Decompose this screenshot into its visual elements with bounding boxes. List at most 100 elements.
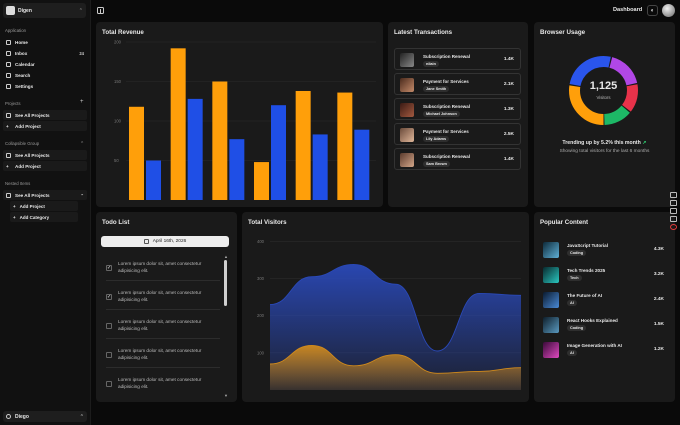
transaction-row[interactable]: Payment for Services Jane Smith 2.1K xyxy=(394,73,521,95)
add-project-item[interactable]: + Add Project xyxy=(3,121,87,131)
y-tick-label: 50 xyxy=(114,158,119,163)
avatar[interactable] xyxy=(662,4,675,17)
floating-toolbar xyxy=(670,192,678,232)
sidebar-item-home[interactable]: Home xyxy=(3,37,87,47)
tool-icon[interactable] xyxy=(670,216,677,222)
chevron-up-icon: ⌃ xyxy=(80,192,84,198)
popular-content-row[interactable]: Image Generation with AI AI 1.2K xyxy=(539,340,669,360)
transaction-row[interactable]: Subscription Renewal Michael Johnson 1.3… xyxy=(394,98,521,120)
todo-checkbox[interactable]: ✓ xyxy=(106,294,112,300)
todo-item[interactable]: Lorem ipsum dolor sit, amet consectetur … xyxy=(106,318,220,339)
transaction-row[interactable]: Payment for Services Lily Adams 2.5K xyxy=(394,123,521,145)
todo-item[interactable]: ✓ Lorem ipsum dolor sit, amet consectetu… xyxy=(106,260,220,281)
section-label-projects: Projects xyxy=(5,101,21,106)
content-title: Tech Trends 2025 xyxy=(567,268,606,273)
see-all-projects-item[interactable]: See All Projects xyxy=(3,110,87,120)
y-tick-label: 100 xyxy=(114,119,122,124)
sidebar-item-label: See All Projects xyxy=(15,192,50,198)
chevron-updown-icon: ⌃ xyxy=(78,7,83,14)
sidebar-item-settings[interactable]: Settings xyxy=(3,81,87,91)
todo-checkbox[interactable] xyxy=(106,323,112,329)
content-thumbnail xyxy=(543,317,559,333)
folder-icon xyxy=(6,152,11,158)
transaction-name: nilain xyxy=(423,61,439,67)
sidebar-toggle-icon[interactable] xyxy=(97,7,104,14)
content-thumbnail xyxy=(543,292,559,308)
sidebar-item-label: See All Projects xyxy=(15,152,50,158)
popular-content-row[interactable]: JavaScript Tutorial Coding 4.3K xyxy=(539,240,669,260)
transaction-row[interactable]: Subscription Renewal nilain 1.4K xyxy=(394,48,521,70)
sidebar-item-label: Search xyxy=(15,72,31,78)
tool-icon[interactable] xyxy=(670,200,677,206)
transaction-name: Jane Smith xyxy=(423,86,450,92)
record-icon[interactable] xyxy=(670,224,677,230)
scroll-up-icon[interactable]: ▲ xyxy=(224,254,228,259)
user-menu[interactable]: Diego ⌃ xyxy=(3,411,87,422)
todo-item[interactable]: Lorem ipsum dolor sit, amet consectetur … xyxy=(106,347,220,368)
add-project-plus-icon[interactable]: + xyxy=(80,99,84,105)
nested-add-project[interactable]: + Add Project xyxy=(10,201,78,211)
visitors-area-chart: 100 200 300 400 xyxy=(257,239,522,390)
revenue-bar xyxy=(229,139,245,200)
home-icon xyxy=(6,39,11,45)
team-logo-icon xyxy=(6,6,15,15)
sidebar-item-label: Add Project xyxy=(19,203,45,209)
popular-content-card: Popular Content JavaScript Tutorial Codi… xyxy=(534,212,675,402)
scroll-down-icon[interactable]: ▼ xyxy=(224,393,228,398)
plus-icon: + xyxy=(13,214,16,220)
nested-add-category[interactable]: + Add Category xyxy=(10,212,78,222)
popular-content-row[interactable]: The Future of AI AI 2.4K xyxy=(539,290,669,310)
date-label: April 16th, 2026 xyxy=(152,239,187,244)
card-title: Browser Usage xyxy=(540,29,586,36)
sidebar-item-label: Home xyxy=(15,39,28,45)
tool-icon[interactable] xyxy=(670,192,677,198)
content-views: 4.3K xyxy=(653,247,664,252)
revenue-bar xyxy=(146,160,161,200)
todo-item[interactable]: ✓ Lorem ipsum dolor sit, amet consectetu… xyxy=(106,289,220,310)
todo-item[interactable]: Lorem ipsum dolor sit, amet consectetur … xyxy=(106,376,216,394)
collapsible-add-project[interactable]: + Add Project xyxy=(3,161,87,171)
plus-icon: + xyxy=(6,123,9,129)
sidebar-item-inbox[interactable]: Inbox 24 xyxy=(3,48,87,58)
revenue-bar xyxy=(129,106,144,200)
revenue-bar xyxy=(254,162,269,200)
todo-text: Lorem ipsum dolor sit, amet consectetur … xyxy=(118,348,202,360)
popular-content-row[interactable]: React Hooks Explained Coding 1.5K xyxy=(539,315,669,335)
transaction-title: Subscription Renewal xyxy=(423,104,471,109)
tool-icon[interactable] xyxy=(670,208,677,214)
content-thumbnail xyxy=(543,342,559,358)
content-views: 1.2K xyxy=(653,347,664,352)
scrollbar-thumb[interactable] xyxy=(224,260,227,306)
theme-toggle-button[interactable]: ◐ xyxy=(647,5,658,16)
collapsible-see-all-projects[interactable]: See All Projects xyxy=(3,150,87,160)
divider xyxy=(106,309,220,310)
todo-checkbox[interactable] xyxy=(106,381,112,387)
popular-content-row[interactable]: Tech Trends 2025 Tech 3.2K xyxy=(539,265,669,285)
sidebar-item-label: Add Project xyxy=(15,123,41,129)
todo-checkbox[interactable] xyxy=(106,352,112,358)
todo-text: Lorem ipsum dolor sit, amet consectetur … xyxy=(118,261,202,273)
divider xyxy=(106,367,220,368)
chevron-up-icon[interactable]: ⌃ xyxy=(80,141,85,147)
sidebar-item-calendar[interactable]: Calendar xyxy=(3,59,87,69)
browser-donut-svg xyxy=(569,56,638,125)
content-title: JavaScript Tutorial xyxy=(567,243,609,248)
sidebar-item-search[interactable]: Search xyxy=(3,70,87,80)
revenue-bar xyxy=(271,105,286,200)
transaction-row[interactable]: Subscription Renewal Sam Brown 1.4K xyxy=(394,148,521,170)
visitors-area xyxy=(270,345,521,390)
trend-label: Trending up by 5.2% this month xyxy=(562,140,641,146)
plus-icon: + xyxy=(6,163,9,169)
todo-text: Lorem ipsum dolor sit, amet consectetur … xyxy=(118,319,202,331)
content-tag: Tech xyxy=(567,275,582,281)
transaction-amount: 1.4K xyxy=(503,57,514,62)
content-title: The Future of AI xyxy=(567,293,603,298)
user-name: Diego xyxy=(15,413,29,420)
revenue-bar xyxy=(312,134,328,200)
todo-checkbox[interactable]: ✓ xyxy=(106,265,112,271)
trend-subtitle: Showing total visitors for the last 6 mo… xyxy=(559,149,650,154)
date-picker-button[interactable]: April 16th, 2026 xyxy=(101,236,229,247)
team-switcher[interactable]: Digen ⌃ xyxy=(3,3,86,18)
card-title: Total Revenue xyxy=(102,29,144,36)
nested-see-all-projects[interactable]: See All Projects ⌃ xyxy=(3,190,87,200)
